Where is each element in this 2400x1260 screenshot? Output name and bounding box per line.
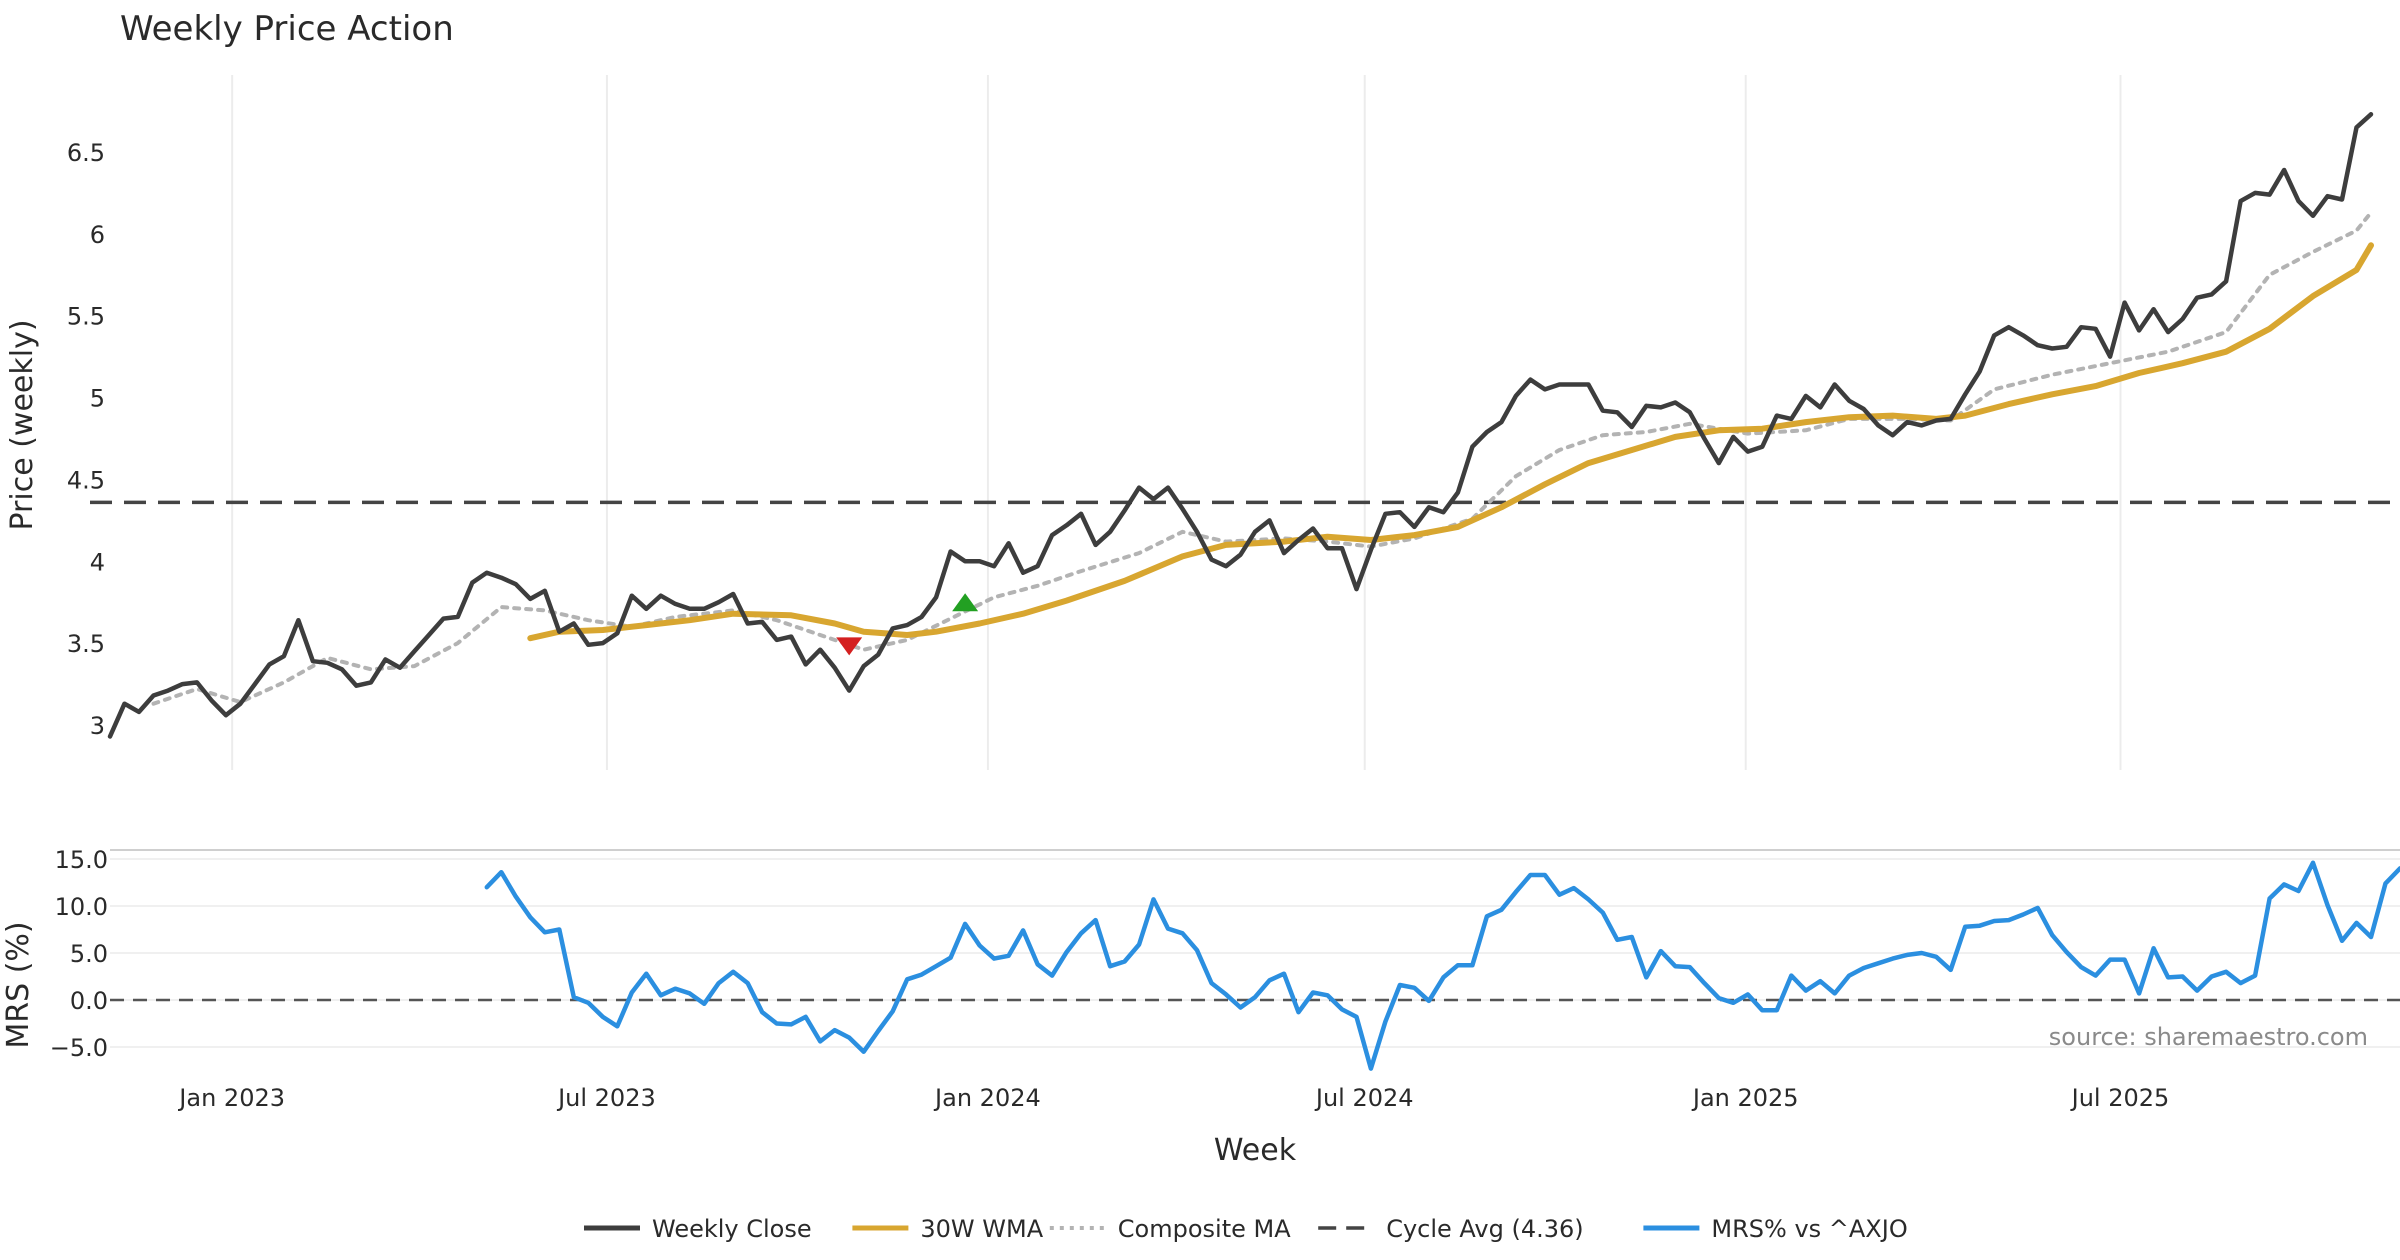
x-axis-label: Week	[1214, 1133, 1297, 1168]
price-y-axis-label: Price (weekly)	[5, 319, 40, 530]
price-y-tick-3: 4.5	[67, 466, 105, 494]
price-x-gridlines	[231, 75, 2122, 770]
price-y-tick-5: 5.5	[67, 303, 105, 331]
mrs-y-gridlines	[110, 858, 2400, 1048]
sell-signal-marker	[836, 637, 863, 656]
mrs-panel: MRS (%) 15.0 10.0 5.0 0.0 −5.0 source: share…	[1, 846, 2400, 1168]
x-tick-3: Jul 2024	[1314, 1084, 1414, 1112]
price-y-tick-labels: 3 3.5 4 4.5 5 5.5 6 6.5	[67, 139, 105, 740]
x-tick-0: Jan 2023	[177, 1084, 285, 1112]
x-tick-5: Jul 2025	[2070, 1084, 2170, 1112]
mrs-y-tick-2: 5.0	[70, 940, 108, 968]
legend-label-0: Weekly Close	[652, 1215, 812, 1243]
legend: Weekly Close 30W WMA Composite MA Cycle Avg…	[584, 1215, 1908, 1243]
chart-title: Weekly Price Action	[120, 9, 454, 49]
price-y-tick-1: 3.5	[67, 630, 105, 658]
price-panel: Weekly Price Action Price (weekly) 3 3.5 4…	[5, 9, 2400, 770]
legend-label-1: 30W WMA	[920, 1215, 1043, 1243]
price-y-tick-7: 6.5	[67, 139, 105, 167]
composite-ma-series	[151, 210, 2373, 706]
source-credit: source: sharemaestro.com	[2049, 1023, 2368, 1051]
x-tick-4: Jan 2025	[1691, 1084, 1799, 1112]
mrs-y-tick-3: 0.0	[70, 987, 108, 1015]
buy-signal-marker	[952, 593, 979, 612]
mrs-y-axis-label: MRS (%)	[1, 921, 36, 1048]
price-y-tick-4: 5	[90, 385, 105, 413]
mrs-y-tick-4: −5.0	[50, 1034, 108, 1062]
wma-30w-series	[527, 242, 2374, 642]
legend-label-4: MRS% vs ^AXJO	[1711, 1215, 1907, 1243]
x-tick-1: Jul 2023	[556, 1084, 656, 1112]
mrs-y-tick-1: 10.0	[55, 893, 108, 921]
price-y-tick-0: 3	[90, 712, 105, 740]
mrs-y-tick-0: 15.0	[55, 846, 108, 874]
legend-label-2: Composite MA	[1118, 1215, 1291, 1243]
legend-label-3: Cycle Avg (4.36)	[1386, 1215, 1583, 1243]
signal-markers	[836, 593, 979, 656]
price-y-tick-6: 6	[90, 221, 105, 249]
price-y-tick-2: 4	[90, 548, 105, 576]
x-tick-2: Jan 2024	[933, 1084, 1041, 1112]
mrs-series	[484, 860, 2400, 1071]
mrs-y-tick-labels: 15.0 10.0 5.0 0.0 −5.0	[50, 846, 108, 1062]
x-tick-labels: Jan 2023 Jul 2023 Jan 2024 Jul 2024 Jan 2025…	[177, 1084, 2169, 1112]
weekly-close-series	[107, 112, 2374, 739]
